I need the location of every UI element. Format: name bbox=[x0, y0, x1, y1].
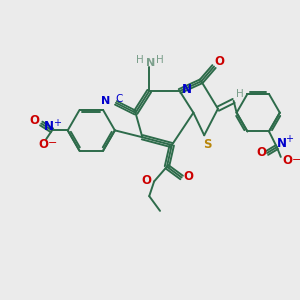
Text: O: O bbox=[29, 114, 39, 127]
Text: H: H bbox=[236, 89, 243, 99]
Text: +: + bbox=[285, 134, 292, 144]
Text: O: O bbox=[141, 174, 151, 187]
Text: N: N bbox=[146, 58, 155, 68]
Text: O: O bbox=[283, 154, 293, 167]
Text: O: O bbox=[38, 138, 48, 151]
Text: O: O bbox=[214, 55, 224, 68]
Text: N: N bbox=[44, 120, 54, 133]
Text: O: O bbox=[256, 146, 266, 160]
Text: N: N bbox=[277, 137, 287, 150]
Text: O: O bbox=[184, 170, 194, 183]
Text: N: N bbox=[101, 96, 111, 106]
Text: C: C bbox=[115, 94, 122, 104]
Text: +: + bbox=[53, 118, 61, 128]
Text: N: N bbox=[182, 82, 191, 96]
Text: −: − bbox=[292, 155, 300, 165]
Text: H: H bbox=[156, 55, 164, 65]
Text: −: − bbox=[47, 138, 57, 148]
Text: S: S bbox=[203, 138, 212, 151]
Text: H: H bbox=[136, 55, 143, 65]
